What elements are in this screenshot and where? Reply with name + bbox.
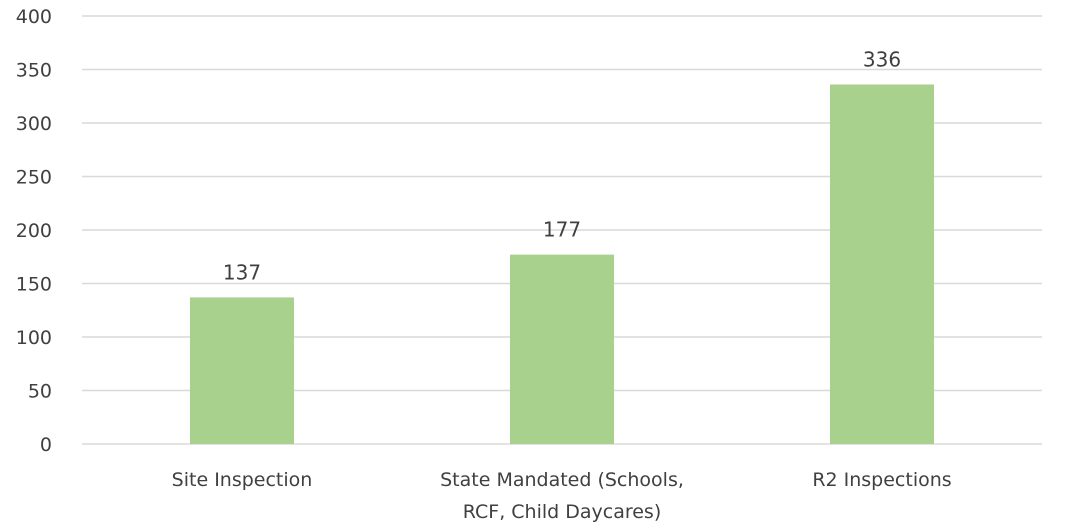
y-axis: 0 50 100 150 200 250 300 350 400 bbox=[16, 6, 52, 456]
data-labels: 137 177 336 bbox=[223, 47, 901, 284]
data-label-3: 336 bbox=[863, 47, 901, 71]
x-category-label-2: State Mandated (Schools, RCF, Child Dayca… bbox=[440, 469, 684, 523]
x-axis: Site Inspection State Mandated (Schools, R… bbox=[172, 469, 952, 523]
y-tick-label: 100 bbox=[16, 327, 52, 349]
data-label-1: 137 bbox=[223, 260, 261, 284]
data-label-2: 177 bbox=[543, 218, 581, 242]
bars bbox=[190, 84, 934, 444]
y-tick-label: 350 bbox=[16, 60, 52, 82]
y-tick-label: 200 bbox=[16, 220, 52, 242]
x-category-label-1: Site Inspection bbox=[172, 469, 313, 491]
bar-1 bbox=[190, 297, 294, 444]
y-tick-label: 0 bbox=[40, 434, 52, 456]
x-category-label-3: R2 Inspections bbox=[812, 469, 951, 491]
y-tick-label: 50 bbox=[28, 381, 52, 403]
bar-3 bbox=[830, 84, 934, 444]
y-tick-label: 300 bbox=[16, 113, 52, 135]
y-tick-label: 150 bbox=[16, 274, 52, 296]
bar-2 bbox=[510, 254, 614, 444]
y-tick-label: 400 bbox=[16, 6, 52, 28]
y-tick-label: 250 bbox=[16, 167, 52, 189]
